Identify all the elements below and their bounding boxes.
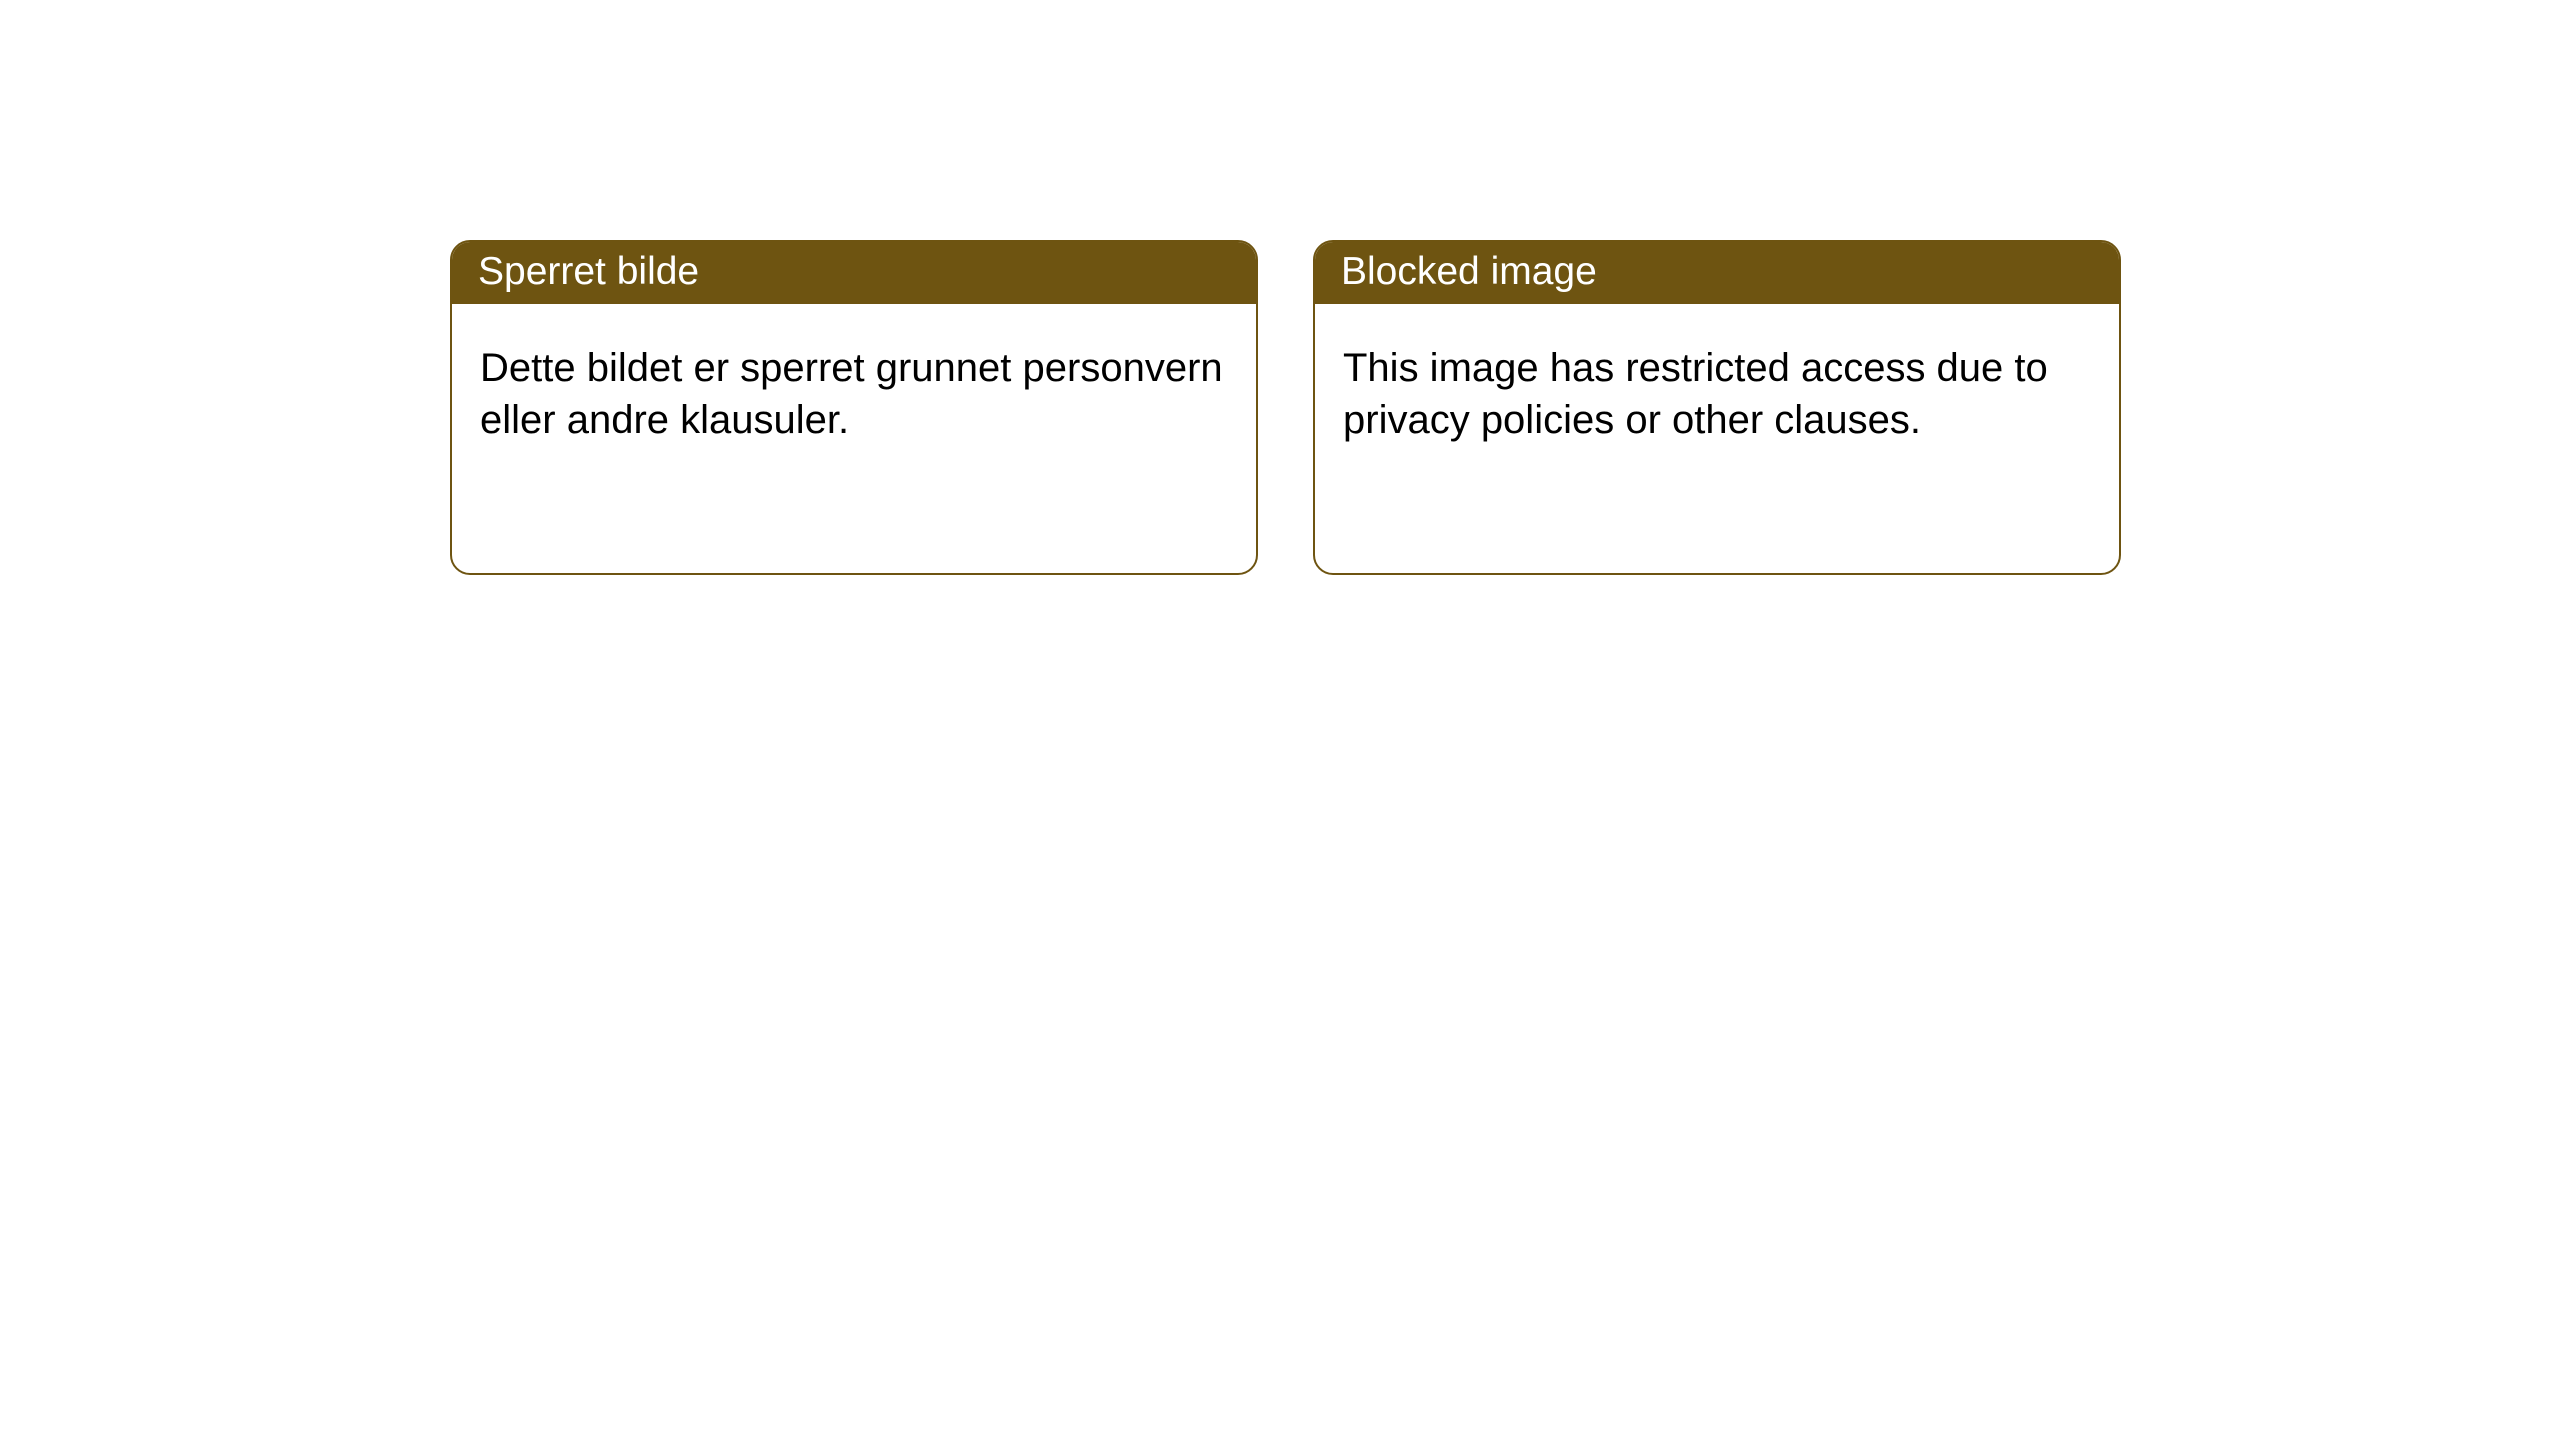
notice-header-norwegian: Sperret bilde xyxy=(452,242,1256,304)
notice-body-english: This image has restricted access due to … xyxy=(1315,304,2119,468)
notice-body-norwegian: Dette bildet er sperret grunnet personve… xyxy=(452,304,1256,468)
notice-title: Sperret bilde xyxy=(478,250,699,293)
notice-container: Sperret bilde Dette bildet er sperret gr… xyxy=(0,0,2560,575)
notice-header-english: Blocked image xyxy=(1315,242,2119,304)
notice-card-norwegian: Sperret bilde Dette bildet er sperret gr… xyxy=(450,240,1258,575)
notice-text: This image has restricted access due to … xyxy=(1343,346,2048,442)
notice-title: Blocked image xyxy=(1341,250,1597,293)
notice-card-english: Blocked image This image has restricted … xyxy=(1313,240,2121,575)
notice-text: Dette bildet er sperret grunnet personve… xyxy=(480,346,1223,442)
